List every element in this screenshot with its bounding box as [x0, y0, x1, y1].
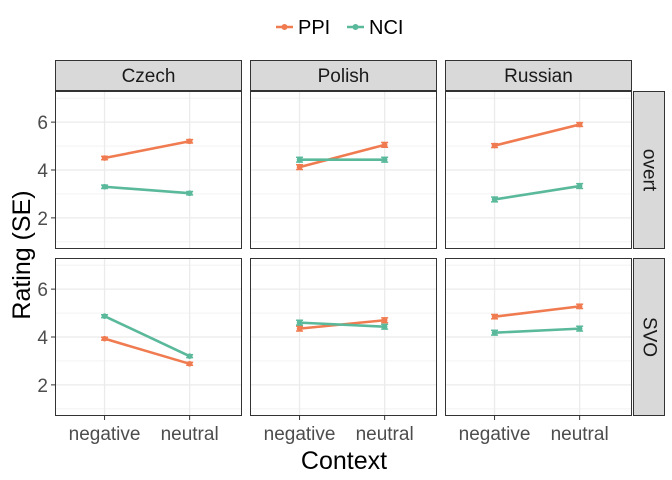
series-line: [299, 143, 385, 169]
data-point: [381, 142, 388, 148]
panel-czech-overt: [55, 91, 242, 249]
data-point: [101, 335, 108, 342]
data-point: [186, 190, 193, 197]
series-ppi: [101, 138, 194, 161]
axes: 2 4 6 2 4 6 negative neutral negative neutral nega…: [37, 113, 608, 445]
legend-key-point: [281, 24, 288, 30]
data-point: [381, 156, 388, 163]
gridlines: [445, 258, 632, 416]
series-line: [104, 185, 190, 195]
y-tick-label: 6: [37, 280, 48, 301]
legend-item-nci: NCI: [347, 17, 403, 39]
data-point: [296, 156, 303, 163]
series-line: [494, 305, 580, 318]
legend: PPI NCI: [276, 17, 403, 39]
data-point: [101, 313, 108, 319]
x-tick-label: neutral: [551, 424, 609, 445]
series-line: [104, 139, 190, 160]
series-nci: [296, 156, 389, 163]
data-point: [101, 155, 108, 161]
strip-svo: [633, 258, 665, 416]
data-point: [576, 303, 583, 310]
data-point: [101, 183, 108, 190]
facet-panels: [55, 91, 632, 416]
gridlines: [445, 91, 632, 249]
data-point: [491, 142, 498, 149]
strip-label-czech: Czech: [122, 66, 176, 87]
series-nci: [101, 313, 194, 359]
series-ppi: [491, 121, 584, 149]
strip-polish: [250, 60, 437, 91]
x-tick-label: negative: [264, 424, 336, 445]
x-tick-label: negative: [69, 424, 141, 445]
legend-item-ppi: PPI: [276, 17, 330, 39]
series-ppi: [296, 141, 389, 171]
y-tick-label: 2: [37, 209, 48, 230]
data-point: [491, 196, 498, 203]
data-point: [186, 361, 193, 367]
series-line: [494, 184, 580, 201]
x-tick-label: neutral: [356, 424, 414, 445]
data-point: [491, 313, 498, 320]
x-tick-label: negative: [459, 424, 531, 445]
panel-border: [55, 258, 242, 416]
series-line: [494, 327, 580, 334]
strip-overt: [633, 91, 665, 249]
series-nci: [296, 319, 389, 330]
strip-label-russian: Russian: [504, 66, 573, 87]
gridlines: [55, 91, 242, 249]
panel-polish-overt: [250, 91, 437, 249]
panel-czech-svo: [55, 258, 242, 416]
panel-border: [445, 91, 632, 249]
data-point: [381, 317, 388, 324]
y-axis-title: Rating (SE): [8, 190, 36, 319]
series-ppi: [491, 303, 584, 320]
x-axis-title: Context: [301, 447, 387, 475]
data-point: [576, 121, 583, 128]
y-tick-label: 4: [37, 328, 48, 349]
data-point: [576, 183, 583, 189]
panel-border: [55, 91, 242, 249]
x-tick-label: neutral: [161, 424, 219, 445]
data-point: [186, 353, 193, 359]
legend-key-point: [352, 24, 359, 30]
strip-russian: [445, 60, 632, 91]
gridlines: [250, 91, 437, 249]
data-point: [381, 323, 388, 330]
legend-label: PPI: [298, 17, 330, 39]
series-line: [494, 123, 580, 147]
data-point: [576, 325, 583, 332]
panel-border: [250, 258, 437, 416]
strip-label-svo: SVO: [639, 317, 660, 357]
series-line: [299, 321, 385, 329]
y-tick-label: 4: [37, 161, 48, 182]
panel-russian-overt: [445, 91, 632, 249]
y-tick-label: 6: [37, 113, 48, 134]
data-point: [186, 138, 193, 145]
legend-label: NCI: [369, 17, 403, 39]
data-point: [296, 325, 303, 332]
strip-czech: [55, 60, 242, 91]
panel-polish-svo: [250, 258, 437, 416]
series-line: [104, 314, 191, 358]
y-tick-label: 2: [37, 376, 48, 397]
series-ppi: [101, 335, 194, 367]
facet-strips: Czech Polish Russian overt SVO: [55, 60, 665, 416]
series-nci: [101, 183, 194, 197]
data-point: [296, 319, 303, 326]
strip-label-overt: overt: [639, 149, 660, 192]
data-point: [491, 329, 498, 336]
panel-border: [445, 258, 632, 416]
strip-label-polish: Polish: [318, 66, 370, 87]
gridlines: [250, 258, 437, 416]
series-nci: [491, 182, 584, 203]
panel-border: [250, 91, 437, 249]
series-line: [104, 337, 191, 366]
panel-russian-svo: [445, 258, 632, 416]
series-nci: [491, 325, 584, 336]
data-point: [296, 164, 303, 170]
